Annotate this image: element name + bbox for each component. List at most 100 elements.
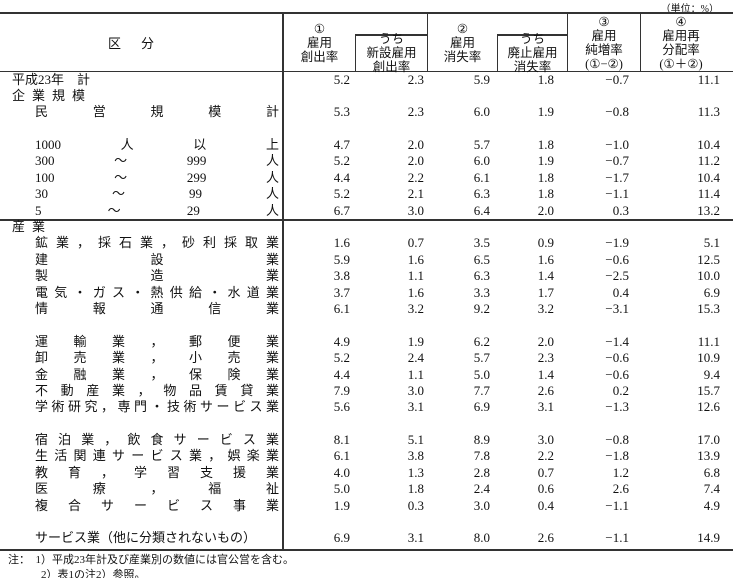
header-line: ② <box>456 21 469 36</box>
header-line: 創出率 <box>300 49 339 64</box>
value-cell: 1.1 <box>407 268 424 284</box>
value-cell: 1.4 <box>537 366 554 382</box>
table-row: 5 ～ 29 人 6.7 3.0 6.4 2.0 0.3 13.2 <box>0 203 733 219</box>
row-label: 建設業 <box>35 251 279 267</box>
value-cell: 3.1 <box>407 530 424 546</box>
row-label: 平成23年 計 <box>12 71 91 87</box>
value-cell: 3.8 <box>333 268 350 284</box>
value-cell: 9.4 <box>703 366 720 382</box>
value-cell: 1.6 <box>333 235 350 251</box>
value-cell: 6.9 <box>473 399 490 415</box>
row-label: 卸売業，小売業 <box>35 350 279 366</box>
value-cell: 6.8 <box>703 464 720 480</box>
value-cell: 3.5 <box>473 235 490 251</box>
header-line: 雇用再 <box>662 28 700 43</box>
spacer-row <box>0 121 733 137</box>
header-new-establishment-rate: うち 新設雇用 創出率 <box>356 32 427 74</box>
row-label-part: 人 <box>265 169 279 185</box>
value-cell: 7.8 <box>473 448 490 464</box>
row-label-part: 300 <box>35 153 55 169</box>
row-label-part: 1000 <box>35 137 61 153</box>
row-label: 生活関連サービス業，娯楽業 <box>35 448 279 464</box>
value-cell: 5.2 <box>333 71 350 87</box>
value-cell: 7.9 <box>333 382 350 398</box>
value-cell: 5.3 <box>333 104 350 120</box>
table-row: 製造業 3.8 1.1 6.3 1.4 −2.5 10.0 <box>0 268 733 284</box>
table-row: サービス業（他に分類されないもの） 6.9 3.1 8.0 2.6 −1.1 14.9 <box>0 530 733 546</box>
table-row: 学術研究，専門・技術サービス業 5.6 3.1 6.9 3.1 −1.3 12.6 <box>0 399 733 415</box>
table-row: 生活関連サービス業，娯楽業 6.1 3.8 7.8 2.2 −1.8 13.9 <box>0 448 733 464</box>
value-cell: 8.0 <box>473 530 490 546</box>
value-cell: 5.2 <box>333 350 350 366</box>
header-line: うち <box>378 32 404 46</box>
value-cell: 3.1 <box>537 399 554 415</box>
header-line: 廃止雇用 <box>507 46 558 60</box>
value-cell: −1.3 <box>605 399 629 415</box>
row-label: 製造業 <box>35 268 279 284</box>
value-cell: 6.9 <box>703 284 720 300</box>
value-cell: −0.6 <box>605 366 629 382</box>
value-cell: 6.1 <box>333 300 350 316</box>
value-cell: 7.4 <box>703 481 720 497</box>
value-cell: 3.2 <box>537 300 554 316</box>
value-cell: 8.1 <box>333 432 350 448</box>
table-row: 産業 <box>0 219 733 235</box>
value-cell: 2.8 <box>473 464 490 480</box>
value-cell: 0.7 <box>537 464 554 480</box>
table-row: 鉱業，採石業，砂利採取業 1.6 0.7 3.5 0.9 −1.9 5.1 <box>0 235 733 251</box>
table-row: 企業規模 <box>0 88 733 104</box>
value-cell: 5.6 <box>333 399 350 415</box>
value-cell: 2.3 <box>537 350 554 366</box>
header-line: (①＋②) <box>659 56 703 71</box>
header-line: 消失率 <box>443 49 482 64</box>
value-cell: 0.2 <box>612 382 629 398</box>
value-cell: −0.7 <box>605 71 629 87</box>
value-cell: 10.0 <box>697 268 720 284</box>
value-cell: 4.4 <box>333 169 350 185</box>
value-cell: 6.1 <box>473 169 490 185</box>
value-cell: 6.9 <box>333 530 350 546</box>
value-cell: 2.1 <box>407 186 424 202</box>
row-label-part: 人 <box>120 137 134 153</box>
value-cell: 3.2 <box>407 300 424 316</box>
value-cell: 1.9 <box>537 153 554 169</box>
value-cell: 5.1 <box>703 235 720 251</box>
value-cell: 2.0 <box>407 153 424 169</box>
value-cell: −0.6 <box>605 251 629 267</box>
header-line: 雇用 <box>449 35 475 50</box>
value-cell: −2.5 <box>605 268 629 284</box>
table-row: 金融業，保険業 4.4 1.1 5.0 1.4 −0.6 9.4 <box>0 367 733 383</box>
value-cell: 3.0 <box>407 382 424 398</box>
value-cell: 1.3 <box>407 464 424 480</box>
value-cell: 4.9 <box>703 497 720 513</box>
row-label-part: 上 <box>265 137 279 153</box>
table-row: 100 ～ 299 人 4.4 2.2 6.1 1.8 −1.7 10.4 <box>0 170 733 186</box>
value-cell: 13.9 <box>697 448 720 464</box>
value-cell: 0.9 <box>537 235 554 251</box>
row-label-part: 30 <box>35 186 48 202</box>
value-cell: 17.0 <box>697 432 720 448</box>
row-label: 教育，学習支援業 <box>35 464 279 480</box>
column-border <box>567 14 568 71</box>
value-cell: 6.3 <box>473 186 490 202</box>
value-cell: −0.6 <box>605 350 629 366</box>
row-label: 産業 <box>12 219 53 235</box>
value-cell: 5.7 <box>473 137 490 153</box>
table-row: 1000 人 以 上 4.7 2.0 5.7 1.8 −1.0 10.4 <box>0 137 733 153</box>
row-label-part: 以 <box>193 137 207 153</box>
row-label: 情報通信業 <box>35 300 279 316</box>
value-cell: 15.7 <box>697 382 720 398</box>
table-row: 宿泊業，飲食サービス業 8.1 5.1 8.9 3.0 −0.8 17.0 <box>0 432 733 448</box>
value-cell: 6.5 <box>473 251 490 267</box>
value-cell: 4.9 <box>333 333 350 349</box>
row-label-part: 人 <box>265 153 279 169</box>
header-bottom-border <box>0 71 733 72</box>
table-row: 卸売業，小売業 5.2 2.4 5.7 2.3 −0.6 10.9 <box>0 350 733 366</box>
header-line: (①−②) <box>585 56 623 71</box>
value-cell: 1.9 <box>407 333 424 349</box>
header-line: ④ <box>675 14 687 29</box>
value-cell: 6.0 <box>473 153 490 169</box>
row-label: 不動産業，物品賃貸業 <box>35 382 279 398</box>
row-label-part: 人 <box>265 202 279 218</box>
value-cell: 2.3 <box>407 104 424 120</box>
